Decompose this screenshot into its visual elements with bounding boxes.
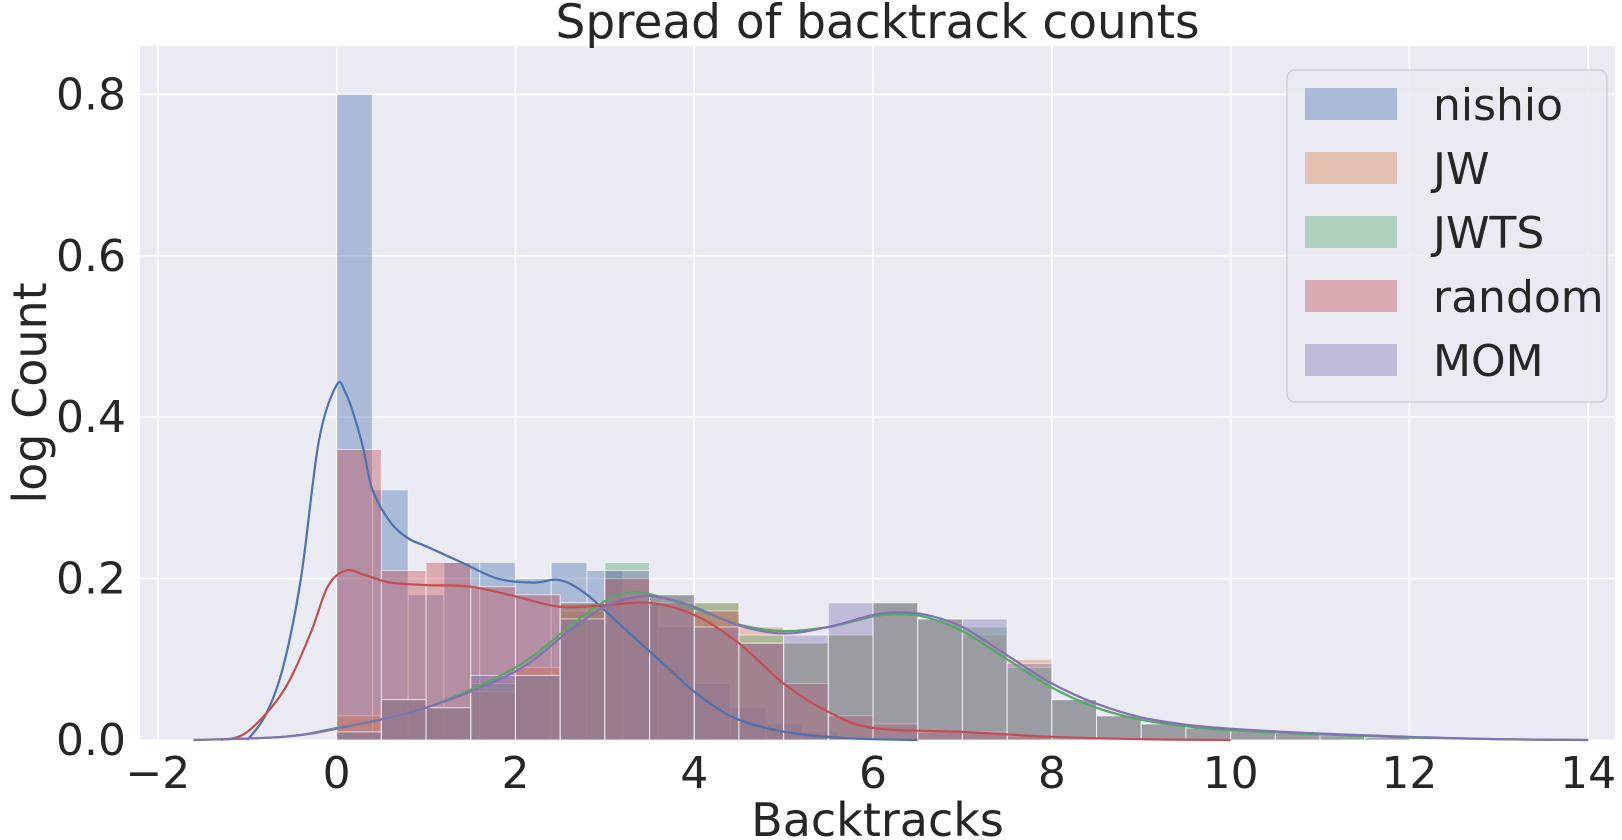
bar-jwts — [470, 683, 516, 741]
bar-random — [336, 448, 382, 741]
legend-label-jwts: JWTS — [1430, 208, 1544, 259]
x-tick-label: 6 — [859, 748, 887, 799]
bar-mom — [738, 642, 785, 741]
x-tick-label: 4 — [680, 748, 708, 799]
bar-random — [380, 570, 427, 741]
bar-mom — [872, 602, 919, 741]
bar-nishio — [657, 626, 695, 741]
bar-random — [559, 602, 606, 741]
legend-swatch-jw — [1305, 152, 1397, 184]
bar-mom — [1096, 715, 1142, 741]
bar-nishio — [371, 489, 409, 741]
bar-jwts — [649, 594, 695, 741]
bar-mom — [559, 618, 606, 741]
y-tick-label: 0.2 — [56, 554, 126, 605]
kde-curves — [193, 380, 1589, 742]
histogram-bars — [336, 93, 1410, 741]
bar-nishio — [622, 602, 659, 741]
bar-mom — [380, 699, 427, 741]
y-tick-label: 0.0 — [56, 715, 126, 766]
bar-mom — [514, 674, 561, 741]
bar-mom — [425, 707, 472, 741]
x-tick-label: 14 — [1560, 748, 1616, 799]
bar-random — [425, 561, 472, 741]
x-tick-label: −2 — [125, 748, 190, 799]
kde-line-jwts — [193, 591, 1589, 742]
legend-swatch-nishio — [1305, 88, 1397, 120]
bar-mom — [1006, 662, 1053, 741]
bar-jw — [470, 691, 516, 741]
bar-mom — [693, 626, 740, 741]
legend-swatch-mom — [1305, 344, 1397, 376]
bar-random — [693, 610, 740, 741]
bar-mom — [1051, 699, 1098, 741]
legend: nishio JW JWTS random MOM — [1286, 69, 1608, 403]
legend-frame — [1286, 69, 1608, 403]
kde-line-nishio — [246, 380, 918, 742]
y-axis-label: log Count — [3, 282, 57, 503]
x-tick-label: 12 — [1381, 748, 1437, 799]
bar-mom — [827, 602, 874, 741]
x-tick-label: 2 — [501, 748, 529, 799]
chart-title: Spread of backtrack counts — [555, 0, 1199, 50]
legend-swatch-random — [1305, 280, 1397, 312]
bar-jw — [917, 618, 963, 741]
bar-mom — [336, 731, 382, 741]
x-tick-label: 8 — [1038, 748, 1066, 799]
bar-mom — [917, 618, 963, 741]
legend-label-nishio: nishio — [1433, 80, 1563, 131]
bar-mom — [783, 634, 829, 741]
bar-mom — [470, 674, 516, 741]
y-tick-label: 0.8 — [56, 69, 126, 120]
bar-random — [470, 586, 516, 741]
kde-line-random — [220, 568, 1231, 742]
legend-label-random: random — [1433, 272, 1604, 323]
bar-jwts — [1051, 699, 1098, 741]
legend-label-mom: MOM — [1433, 336, 1544, 387]
y-tick-label: 0.4 — [56, 392, 126, 443]
bar-jw — [514, 666, 561, 741]
tick-labels: −2 0 2 4 6 8 10 12 14 0.0 0.2 0.4 0.6 0.8 — [56, 69, 1616, 799]
kde-line-mom — [193, 594, 1589, 742]
bar-jwts — [783, 642, 829, 741]
legend-label-jw: JW — [1430, 144, 1489, 195]
x-tick-label: 10 — [1203, 748, 1259, 799]
y-tick-label: 0.6 — [56, 231, 126, 282]
bar-mom — [961, 618, 1008, 741]
legend-swatch-jwts — [1305, 216, 1397, 248]
x-axis-label: Backtracks — [751, 793, 1004, 840]
bar-mom — [649, 594, 695, 741]
x-tick-label: 0 — [323, 748, 351, 799]
